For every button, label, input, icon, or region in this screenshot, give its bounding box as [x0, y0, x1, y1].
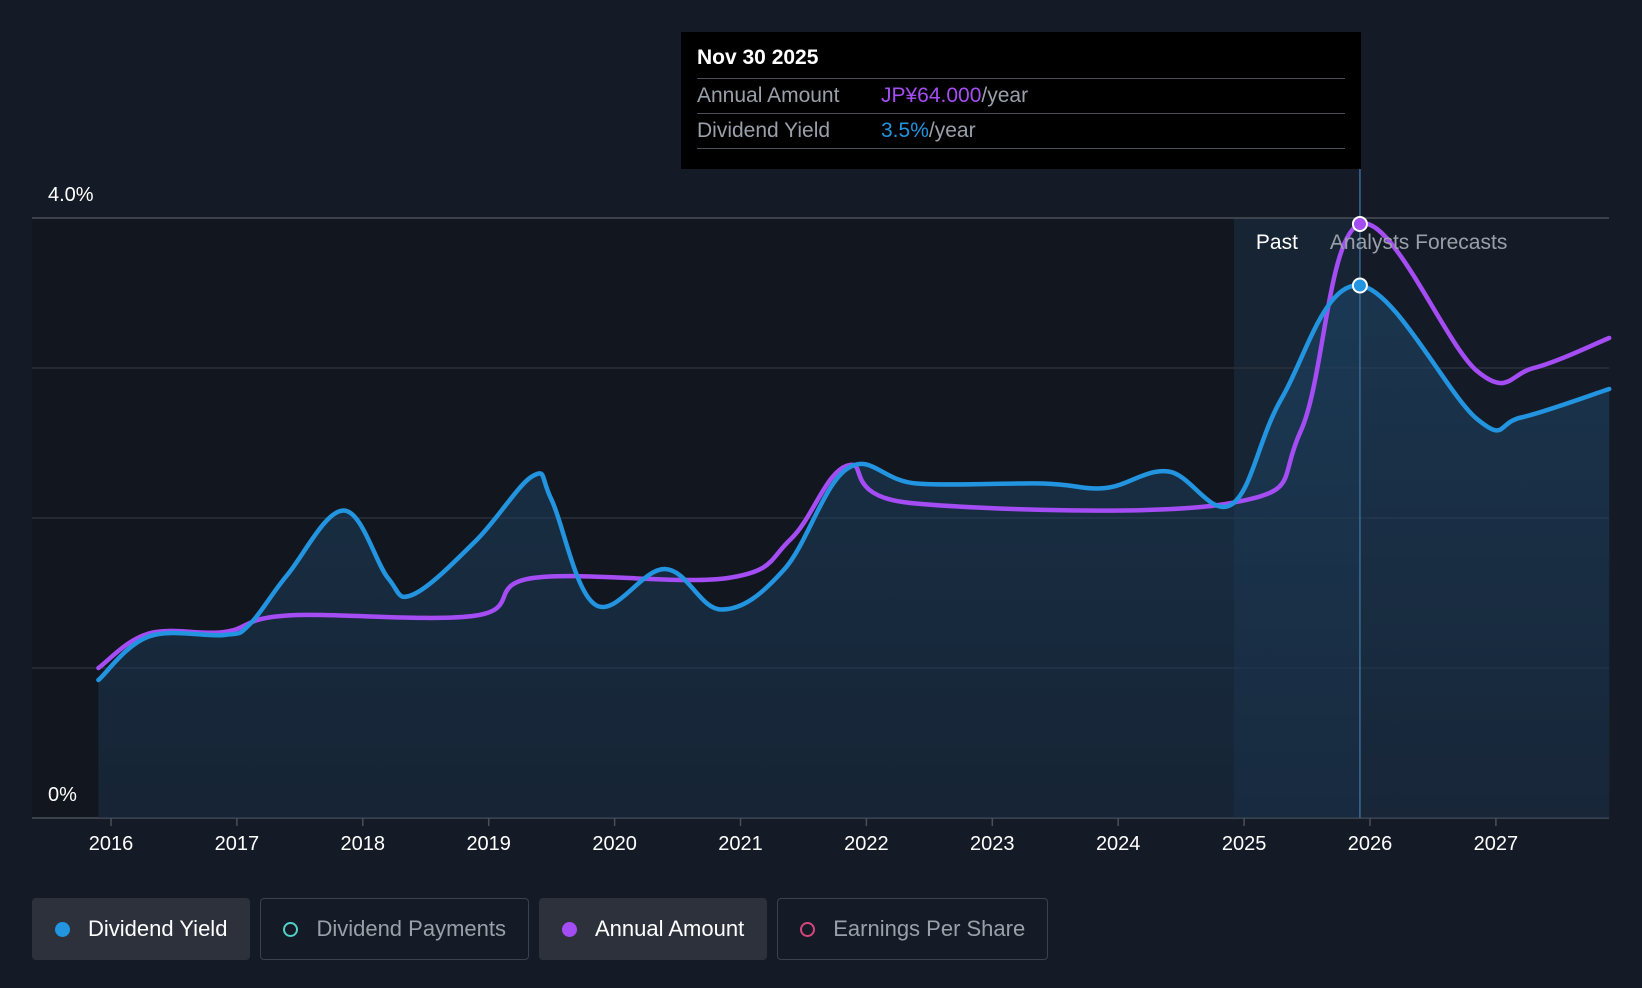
tooltip-annual-value: JP¥64.000: [881, 84, 982, 107]
dividend-yield-area: [98, 285, 1610, 818]
legend: Dividend Yield Dividend Payments Annual …: [32, 898, 1049, 962]
legend-label: Earnings Per Share: [833, 916, 1026, 941]
x-tick-label: 2022: [844, 833, 889, 855]
x-tick-label: 2027: [1474, 833, 1519, 855]
x-tick-label: 2025: [1222, 833, 1267, 855]
x-tick-label: 2026: [1348, 833, 1393, 855]
annual-amount-dot-icon: [561, 921, 577, 937]
dividend-yield-dot-icon: [55, 921, 70, 937]
legend-annual-amount[interactable]: Annual Amount: [538, 898, 768, 960]
y-label-bottom: 0%: [48, 784, 77, 806]
tooltip-yield-value: 3.5%: [881, 119, 929, 142]
legend-earnings-per-share[interactable]: Earnings Per Share: [777, 898, 1049, 960]
dividend-yield-line: [96, 283, 1612, 683]
legend-dividend-payments[interactable]: Dividend Payments: [260, 898, 529, 960]
x-tick-label: 2018: [341, 833, 386, 855]
legend-label: Annual Amount: [594, 916, 745, 941]
tooltip-annual-row: Annual Amount JP¥64.000 /year: [697, 79, 1345, 114]
forecast-label: Analysts Forecasts: [1330, 231, 1507, 254]
annual-amount-marker[interactable]: [1351, 216, 1368, 232]
y-label-top: 4.0%: [48, 184, 94, 206]
tooltip-annual-unit: /year: [981, 84, 1029, 107]
x-tick-label: 2019: [466, 833, 511, 855]
tooltip-yield-row: Dividend Yield 3.5% /year: [697, 114, 1345, 149]
tooltip-date: Nov 30 2025: [697, 44, 1345, 79]
earnings-per-share-ring-icon: [800, 921, 816, 937]
dividend-payments-ring-icon: [283, 921, 299, 937]
x-tick-label: 2016: [89, 833, 134, 855]
tooltip-annual-label: Annual Amount: [697, 84, 840, 107]
x-tick-label: 2024: [1096, 833, 1141, 855]
tooltip: Nov 30 2025 Annual Amount JP¥64.000 /yea…: [681, 32, 1361, 169]
legend-dividend-yield[interactable]: Dividend Yield: [32, 898, 251, 960]
tooltip-yield-label: Dividend Yield: [697, 119, 831, 142]
x-tick-label: 2021: [718, 833, 763, 855]
x-tick-label: 2017: [215, 833, 260, 855]
x-tick-label: 2023: [970, 833, 1015, 855]
dividend-yield-marker[interactable]: [1351, 277, 1368, 294]
past-label: Past: [1256, 231, 1298, 254]
legend-label: Dividend Yield: [88, 916, 228, 941]
x-tick-label: 2020: [592, 833, 637, 855]
tooltip-yield-unit: /year: [928, 119, 976, 142]
legend-label: Dividend Payments: [316, 916, 506, 941]
